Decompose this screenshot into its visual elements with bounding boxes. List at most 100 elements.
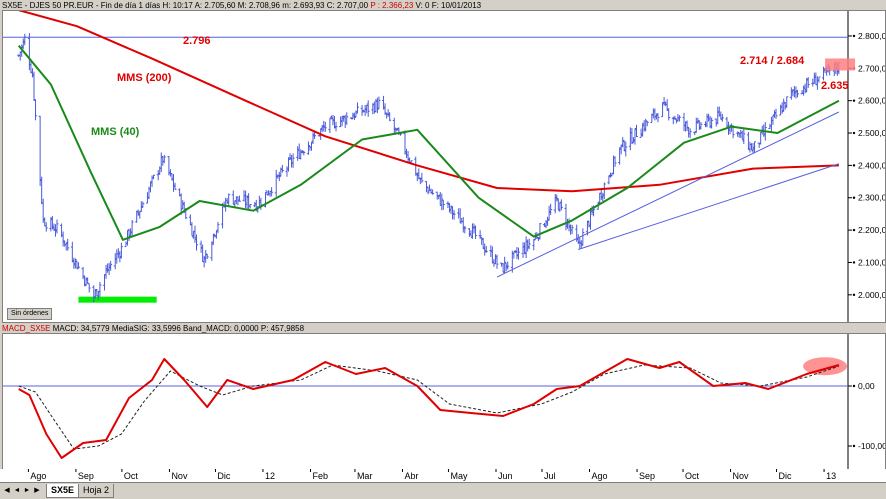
tab-sx5e[interactable]: SX5E (46, 484, 80, 498)
ohlc-bar (602, 182, 606, 200)
macd-name: MACD_SX5E (2, 324, 51, 333)
ohlc-bar (630, 127, 634, 145)
x-tick-label: May (450, 471, 468, 481)
ohlc-bar (211, 233, 215, 245)
x-tick-label: 12 (265, 471, 275, 481)
ohlc-bar (426, 186, 430, 195)
price-y-tick-dot (852, 196, 856, 199)
ohlc-bar (98, 281, 102, 297)
ohlc-bar (549, 203, 553, 216)
annotation-2714-2684: 2.714 / 2.684 (740, 55, 805, 67)
x-tick-label: Dic (217, 471, 230, 481)
ohlc-bar (248, 203, 252, 209)
ohlc-bar (216, 221, 220, 234)
ohlc-bar (449, 205, 453, 215)
ohlc-bar (227, 193, 231, 207)
ohlc-bar (440, 193, 444, 211)
price-y-tick-label: 2.100,00 (858, 257, 885, 267)
price-y-tick-dot (852, 228, 856, 232)
ohlc-bar (506, 261, 510, 270)
ohlc-bar (699, 122, 703, 130)
ohlc-bar (635, 124, 638, 138)
ohlc-bar (673, 115, 677, 120)
ohlc-bar (130, 220, 134, 236)
ohlc-bar (34, 99, 38, 121)
ohlc-bar (555, 194, 559, 202)
mms200-line (18, 11, 839, 193)
x-axis: Ago Sep Oct Nov Dic 12 Feb Mar Abr May Jun Jul Ago Se… (0, 469, 886, 482)
ohlc-bar (152, 174, 156, 180)
price-y-tick-label: 2.800,00 (858, 31, 885, 41)
ohlc-bar (613, 156, 617, 167)
x-tick-label: Jul (544, 471, 556, 481)
signal-line (18, 364, 840, 450)
price-y-tick-dot (852, 164, 856, 167)
x-tick-label: Mar (357, 471, 373, 481)
ohlc-bar (559, 199, 563, 211)
ohlc-bar (388, 112, 392, 122)
ohlc-bar (377, 96, 381, 109)
ohlc-bar (44, 222, 48, 232)
ohlc-bar (785, 96, 789, 108)
ohlc-bar (780, 102, 784, 114)
header-c: C: 2.707,00 (326, 1, 369, 10)
ohlc-bar (710, 117, 714, 129)
macd-highlight (803, 357, 848, 376)
ohlc-bar (291, 153, 295, 168)
tab-prev-icon[interactable]: ◄ (13, 487, 21, 494)
tab-last-icon[interactable]: ▶ (34, 487, 40, 494)
ohlc-bar (795, 89, 799, 98)
ohlc-bar (688, 128, 692, 139)
macd-panel[interactable]: 0,00 -100,00 (2, 333, 886, 471)
price-y-tick-dot (852, 131, 856, 135)
price-panel[interactable]: 2.800,00 2.700,00 2.600,00 2.500,00 2.400,00… (2, 10, 886, 323)
header-f: F: 10/01/2013 (431, 1, 482, 10)
ohlc-bar (736, 131, 740, 137)
x-tick-label: Feb (312, 471, 328, 481)
ohlc-bar (420, 172, 424, 183)
tab-next-icon[interactable]: ► (23, 487, 31, 494)
ohlc-bar (624, 141, 628, 157)
price-y-tick-label: 2.700,00 (858, 63, 885, 73)
macd-y-tick-dot (852, 444, 856, 448)
price-bars (17, 33, 841, 303)
ohlc-bar (656, 113, 660, 123)
trendline-1 (496, 111, 840, 278)
mms40-line (17, 45, 840, 241)
ohlc-bar (441, 200, 445, 210)
header-p: P : 2.366,23 (370, 1, 414, 10)
tab-hoja-2[interactable]: Hoja 2 (78, 484, 115, 498)
ohlc-bar (720, 114, 724, 122)
price-y-tick-dot (852, 293, 856, 297)
ohlc-bar (774, 108, 778, 119)
price-y-tick-label: 2.200,00 (858, 225, 885, 235)
x-tick-label: Dic (779, 471, 792, 481)
ohlc-bar (495, 254, 499, 269)
ohlc-bar (484, 246, 488, 253)
sin-ordenes-button[interactable]: Sin órdenes (7, 308, 53, 320)
ohlc-bar (280, 164, 284, 173)
ohlc-bar (645, 121, 649, 127)
ohlc-bar (195, 234, 199, 251)
ohlc-bar (306, 141, 310, 155)
ohlc-bar (302, 150, 306, 156)
ohlc-bar (73, 258, 77, 269)
ohlc-bar (205, 254, 209, 259)
tab-first-icon[interactable]: ◀ (4, 487, 10, 494)
macd-line (18, 358, 840, 459)
x-tick-label: 13 (826, 471, 836, 481)
ohlc-bar (355, 102, 359, 114)
ohlc-bar (23, 33, 27, 46)
price-y-tick-label: 2.500,00 (858, 128, 885, 138)
macd-header: MACD_SX5E MACD: 34,5779 MediaSIG: 33,599… (2, 324, 304, 333)
ohlc-bar (55, 219, 59, 234)
ohlc-bar (806, 77, 810, 88)
ohlc-bar (352, 112, 356, 120)
ohlc-bar (753, 141, 757, 154)
ohlc-bar (431, 189, 435, 195)
ohlc-bar (644, 118, 648, 132)
annotation-2635: 2.635 (821, 80, 849, 92)
header-info: - Fin de día 1 días (95, 1, 161, 10)
ohlc-bar (463, 225, 467, 234)
